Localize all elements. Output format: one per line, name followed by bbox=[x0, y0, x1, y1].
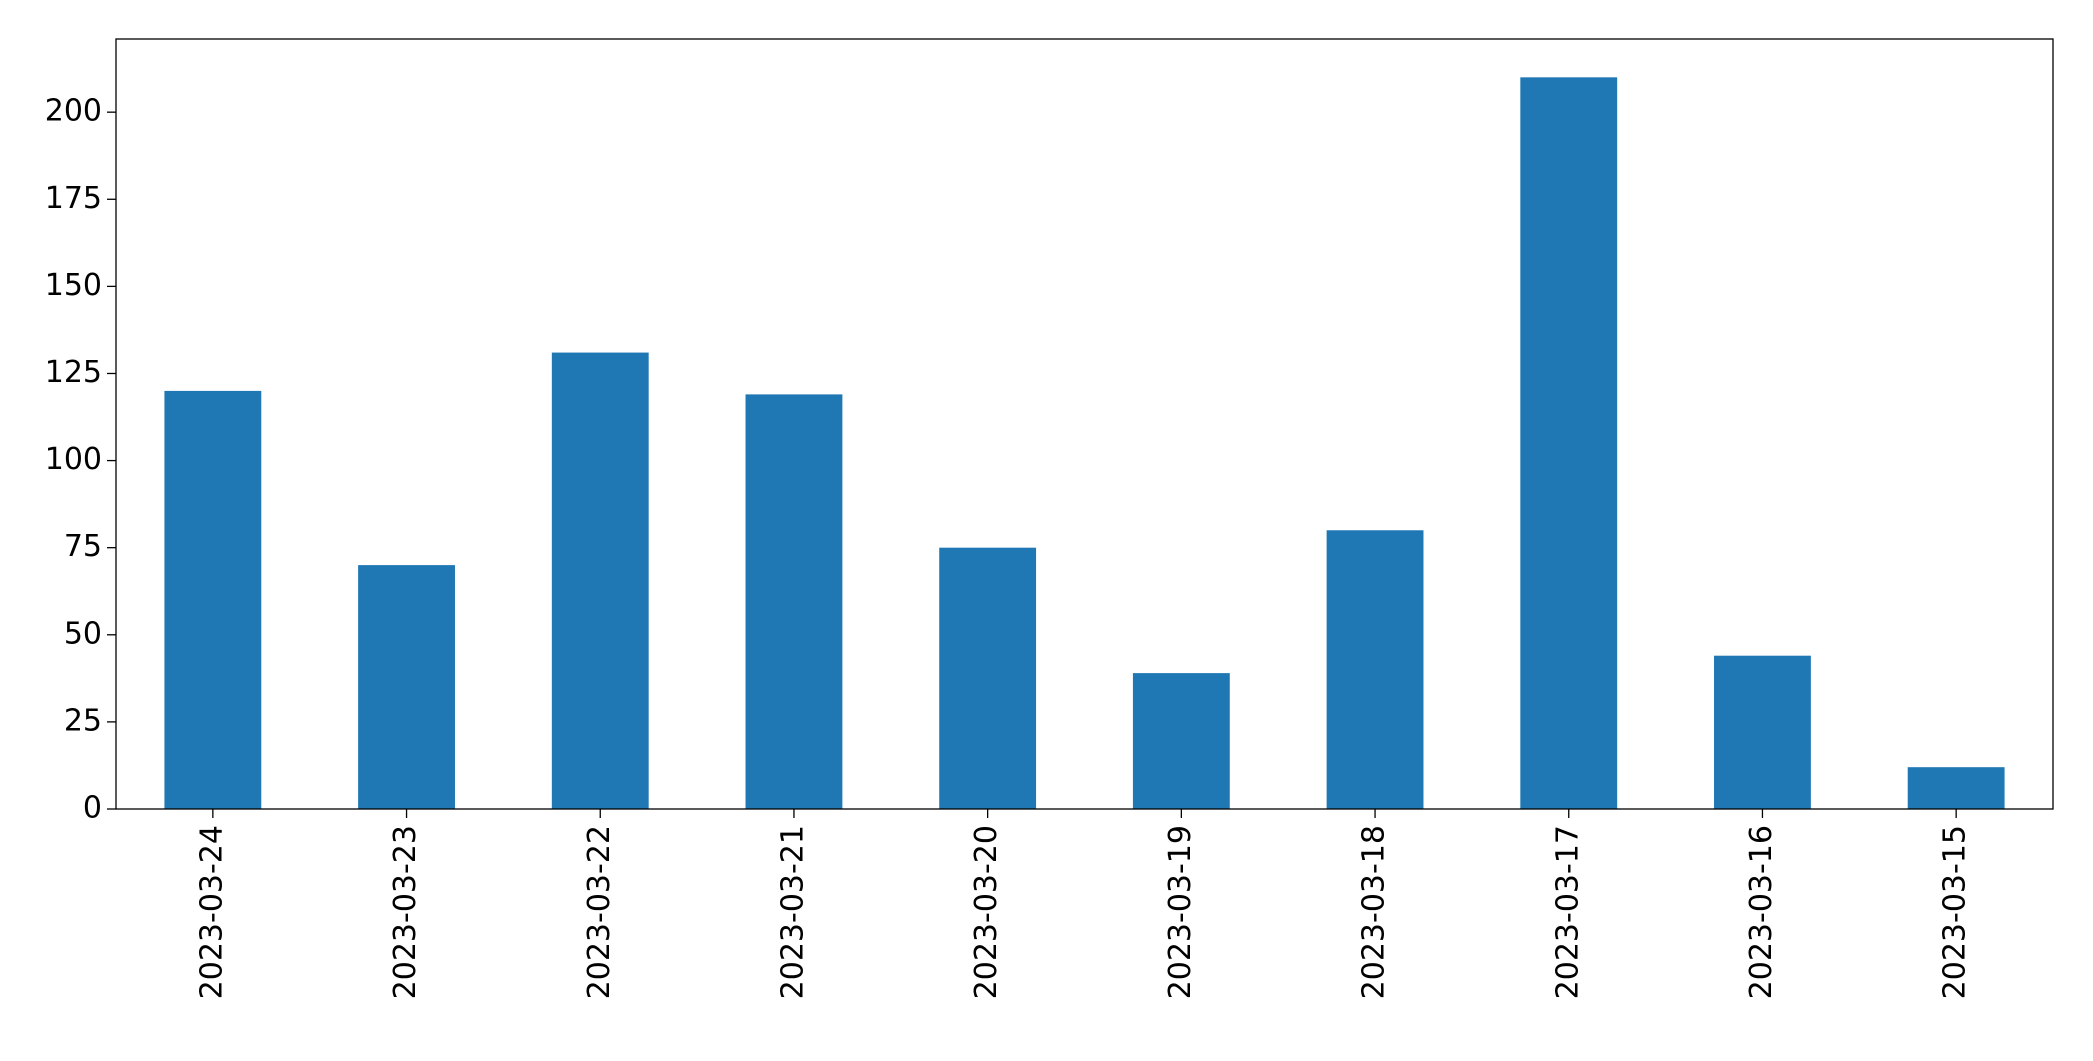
bar bbox=[745, 394, 843, 809]
x-tick-label: 2023-03-21 bbox=[775, 825, 810, 999]
bar bbox=[1132, 673, 1230, 809]
bar bbox=[1326, 530, 1424, 809]
x-tick-label: 2023-03-17 bbox=[1550, 825, 1585, 999]
bar bbox=[1714, 655, 1811, 809]
bar bbox=[551, 352, 649, 809]
y-tick-label: 175 bbox=[45, 181, 102, 216]
x-tick-label: 2023-03-16 bbox=[1744, 825, 1779, 999]
plot-frame bbox=[115, 38, 2054, 810]
x-tick-label: 2023-03-15 bbox=[1938, 825, 1973, 999]
x-tick-label: 2023-03-19 bbox=[1163, 825, 1198, 999]
y-tick-label: 100 bbox=[45, 442, 102, 477]
bar bbox=[939, 547, 1037, 809]
y-tick-label: 50 bbox=[64, 616, 102, 651]
bar bbox=[1907, 767, 2005, 809]
y-tick-label: 125 bbox=[45, 355, 102, 390]
y-tick-label: 25 bbox=[64, 703, 102, 738]
x-tick-label: 2023-03-24 bbox=[194, 825, 229, 999]
x-tick-label: 2023-03-20 bbox=[969, 825, 1004, 999]
y-tick-label: 0 bbox=[83, 791, 102, 826]
y-tick-label: 150 bbox=[45, 268, 102, 303]
x-tick-label: 2023-03-22 bbox=[582, 825, 617, 999]
bar bbox=[358, 565, 455, 809]
y-tick-label: 75 bbox=[64, 529, 102, 564]
y-tick-label: 200 bbox=[45, 94, 102, 129]
bar bbox=[1520, 77, 1618, 809]
x-tick-label: 2023-03-18 bbox=[1357, 825, 1392, 999]
x-tick-label: 2023-03-23 bbox=[388, 825, 423, 999]
bar bbox=[164, 390, 262, 809]
